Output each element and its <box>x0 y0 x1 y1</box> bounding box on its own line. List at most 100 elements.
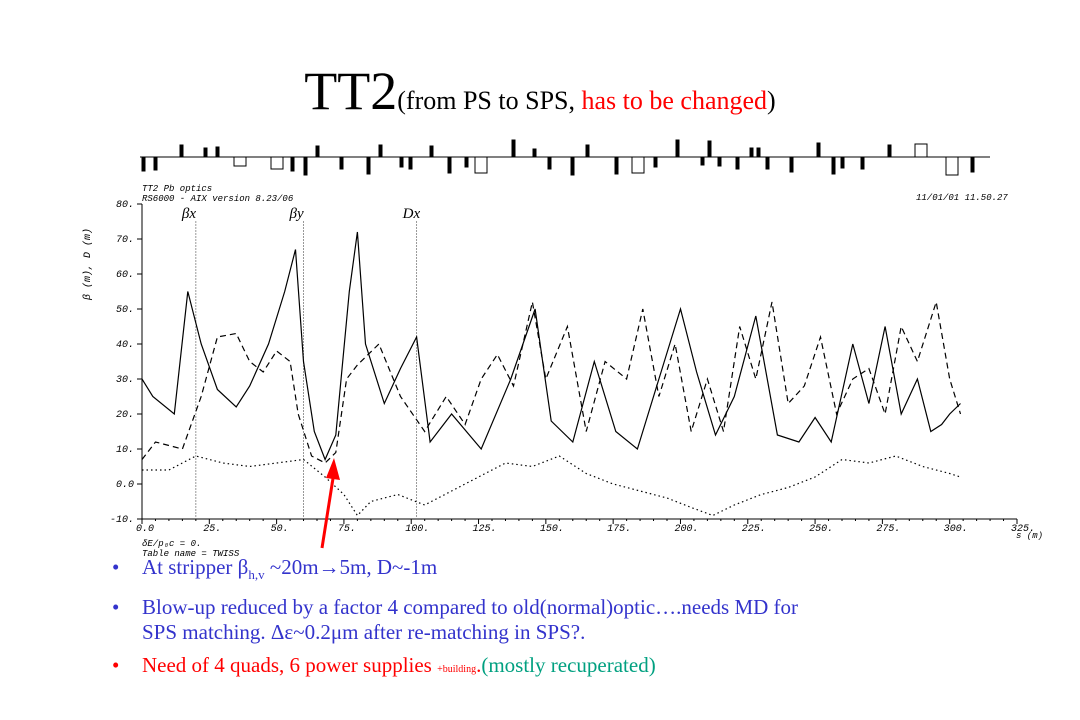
marker-label: βy <box>289 206 304 222</box>
x-tick-label: 325. <box>1011 524 1035 535</box>
lattice-element <box>408 156 413 170</box>
bullet-3-dot: . <box>476 653 482 678</box>
lattice-element <box>631 156 645 174</box>
red-arrowhead <box>326 458 340 480</box>
x-tick-label: 200. <box>674 524 698 535</box>
lattice-element <box>570 156 575 176</box>
x-tick-label: 175. <box>607 524 631 535</box>
y-tick-label: 30. <box>116 375 134 386</box>
x-tick-label: 25. <box>203 524 221 535</box>
lattice-element <box>203 147 208 158</box>
x-tick-label: 300. <box>944 524 968 535</box>
lattice-element <box>700 156 705 166</box>
y-axis-label: β (m), D (m) <box>82 228 94 301</box>
x-tick-label: 50. <box>271 524 289 535</box>
plot-frame <box>137 203 1018 524</box>
bullet-blowup: • Blow-up reduced by a factor 4 compared … <box>112 595 1012 645</box>
x-tick-label: 0.0 <box>136 524 154 535</box>
x-tick-label: 150. <box>540 524 564 535</box>
x-tick-label: 275. <box>876 524 900 535</box>
lattice-element <box>303 156 308 176</box>
slide-title: TT2(from PS to SPS, has to be changed) <box>0 60 1080 122</box>
header-left-1: TT2 Pb optics <box>142 184 212 194</box>
lattice-element <box>141 156 146 172</box>
lattice-element <box>614 156 619 175</box>
lattice-element <box>816 142 821 158</box>
lattice-element <box>464 156 469 168</box>
lattice-element <box>153 156 158 171</box>
y-tick-label: 0.0 <box>116 480 134 491</box>
y-tick-label: 40. <box>116 340 134 351</box>
bullet-3-small: +building <box>437 664 477 676</box>
bullet-1-pre: At stripper β <box>142 555 249 579</box>
series-line-dashed <box>141 301 962 464</box>
bullet-1-sub: h,v <box>248 567 265 583</box>
bullet-dot-icon: • <box>112 595 120 620</box>
bullet-dot-icon: • <box>112 653 120 678</box>
marker-label: Dx <box>402 206 421 222</box>
lattice-element <box>290 156 295 172</box>
lattice-element <box>887 144 892 158</box>
lattice-element <box>914 143 928 158</box>
lattice-element <box>366 156 371 175</box>
x-tick-label: 225. <box>742 524 766 535</box>
marker-layer: βx βy Dx <box>181 206 421 519</box>
bullet-2-line-2: SPS matching. Δε~0.2μm after re-matching… <box>142 620 586 645</box>
lattice-element <box>945 156 959 176</box>
y-tick-label: 80. <box>116 200 134 211</box>
lattice-element <box>233 156 247 167</box>
y-tick-label: 20. <box>116 410 134 421</box>
lattice-element <box>215 146 220 158</box>
red-arrow <box>320 471 336 549</box>
lattice-element <box>765 156 770 170</box>
lattice-element <box>970 156 975 173</box>
y-tick-label: 60. <box>116 270 134 281</box>
lattice-element <box>270 156 284 170</box>
header-right: 11/01/01 11.50.27 <box>916 193 1008 203</box>
lattice-element <box>511 139 516 158</box>
bullet-list: • At stripper βh,v ~20m→5m, D~-1m • Blow-u… <box>112 555 1012 690</box>
lattice-element <box>429 145 434 158</box>
lattice-element <box>831 156 836 175</box>
lattice-element <box>378 144 383 158</box>
y-tick-label: -10. <box>110 515 134 526</box>
x-tick-label: 75. <box>338 524 356 535</box>
footer-line-2: Table name = TWISS <box>142 549 240 559</box>
x-tick-label: 125. <box>473 524 497 535</box>
lattice-strip <box>140 139 990 176</box>
lattice-element <box>653 156 658 168</box>
title-red-part: has to be changed <box>581 86 768 115</box>
footer-line-1: δE/p₀c = 0. <box>142 539 201 549</box>
bullet-3-green: (mostly recuperated) <box>481 653 656 678</box>
bullet-1-post: ~20m→5m, D~-1m <box>264 555 438 579</box>
series-layer <box>141 231 962 517</box>
header-left-2: RS6000 - AIX version 8.23/06 <box>142 194 294 204</box>
lattice-element <box>707 140 712 158</box>
bullet-quads: • Need of 4 quads, 6 power supplies +buil… <box>112 653 1012 682</box>
title-main: TT2 <box>304 61 398 121</box>
bullet-stripper: • At stripper βh,v ~20m→5m, D~-1m <box>112 555 1012 587</box>
marker-label: βx <box>181 206 196 222</box>
bullet-3-red: Need of 4 quads, 6 power supplies <box>142 653 438 678</box>
y-tick-label: 70. <box>116 235 134 246</box>
lattice-element <box>860 156 865 170</box>
lattice-element <box>840 156 845 169</box>
lattice-element <box>339 156 344 170</box>
lattice-element <box>399 156 404 168</box>
bullet-2-line-1: Blow-up reduced by a factor 4 compared t… <box>142 595 799 620</box>
title-paren-open: (from PS to SPS, <box>397 86 582 115</box>
x-tick-label: 250. <box>809 524 833 535</box>
lattice-element <box>789 156 794 173</box>
lattice-element <box>547 156 552 170</box>
chart-text: TT2 Pb optics RS6000 - AIX version 8.23/… <box>82 184 1043 559</box>
lattice-element <box>447 156 452 174</box>
lattice-element <box>749 147 754 158</box>
x-axis-label: s (m) <box>1016 531 1043 541</box>
lattice-element <box>532 148 537 158</box>
lattice-element <box>735 156 740 170</box>
y-tick-label: 10. <box>116 445 134 456</box>
lattice-element <box>585 144 590 158</box>
lattice-element <box>717 156 722 167</box>
lattice-element <box>315 145 320 158</box>
